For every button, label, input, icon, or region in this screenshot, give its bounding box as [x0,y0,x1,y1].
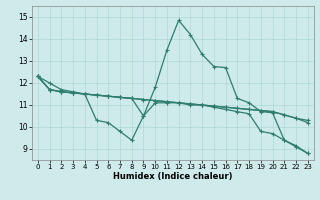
X-axis label: Humidex (Indice chaleur): Humidex (Indice chaleur) [113,172,233,181]
